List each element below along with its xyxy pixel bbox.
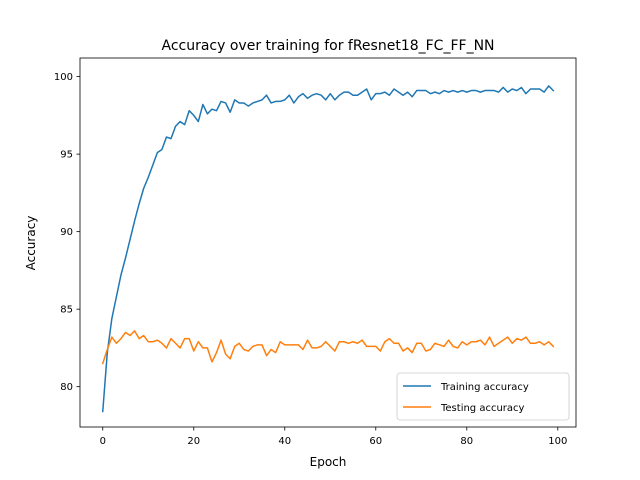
x-tick-label: 80 [460, 436, 473, 447]
y-axis: 80 85 90 95 100 [54, 72, 80, 393]
y-tick-label: 100 [54, 72, 73, 83]
axes-frame [79, 57, 577, 428]
y-tick-label: 95 [60, 150, 73, 161]
legend-label-training: Training accuracy [440, 382, 529, 393]
legend-label-testing: Testing accuracy [440, 403, 525, 414]
series-line-training [101, 85, 555, 413]
x-tick-label: 40 [278, 436, 291, 447]
x-tick-label: 60 [369, 436, 382, 447]
series-line-testing [101, 330, 555, 365]
x-axis-label: Epoch [310, 455, 347, 469]
y-tick-label: 90 [60, 227, 73, 238]
x-tick-label: 0 [100, 436, 106, 447]
y-tick-label: 80 [60, 382, 73, 393]
x-tick-label: 20 [187, 436, 200, 447]
y-tick-label: 85 [60, 305, 73, 316]
chart-title: Accuracy over training for fResnet18_FC_… [161, 38, 494, 54]
x-tick-label: 100 [548, 436, 567, 447]
legend-box [396, 372, 570, 421]
plot-area [79, 57, 577, 428]
legend: Training accuracy Testing accuracy [396, 372, 570, 421]
y-axis-label: Accuracy [24, 216, 38, 271]
x-axis: 0 20 40 60 80 100 [100, 427, 567, 447]
